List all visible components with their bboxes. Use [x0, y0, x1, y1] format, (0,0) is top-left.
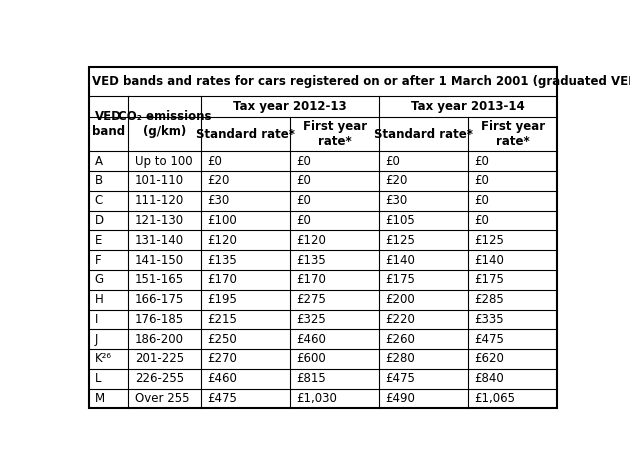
Text: £475: £475 — [207, 392, 238, 405]
Text: £260: £260 — [386, 333, 415, 346]
Text: £0: £0 — [474, 194, 490, 207]
Text: £175: £175 — [386, 273, 415, 286]
Text: £20: £20 — [207, 175, 230, 187]
Text: First year
rate*: First year rate* — [481, 120, 545, 148]
Text: £0: £0 — [296, 194, 311, 207]
Text: £105: £105 — [386, 214, 415, 227]
Text: 166-175: 166-175 — [135, 293, 184, 306]
Text: 201-225: 201-225 — [135, 353, 184, 366]
Text: £120: £120 — [296, 234, 326, 247]
Text: £135: £135 — [296, 254, 326, 267]
Text: CO₂ emissions
(g/km): CO₂ emissions (g/km) — [118, 110, 212, 138]
Text: B: B — [95, 175, 103, 187]
Text: £285: £285 — [474, 293, 504, 306]
Text: £0: £0 — [296, 214, 311, 227]
Text: £170: £170 — [207, 273, 238, 286]
Text: £325: £325 — [296, 313, 326, 326]
Text: 101-110: 101-110 — [135, 175, 184, 187]
Text: £475: £475 — [386, 372, 415, 385]
Text: £335: £335 — [474, 313, 504, 326]
Text: £30: £30 — [207, 194, 229, 207]
Text: 131-140: 131-140 — [135, 234, 184, 247]
Text: £30: £30 — [386, 194, 408, 207]
Text: £0: £0 — [474, 155, 490, 168]
Text: £200: £200 — [386, 293, 415, 306]
Text: Standard rate*: Standard rate* — [196, 128, 295, 141]
Text: £0: £0 — [474, 214, 490, 227]
Text: 186-200: 186-200 — [135, 333, 184, 346]
Text: £840: £840 — [474, 372, 504, 385]
Text: L: L — [95, 372, 101, 385]
Text: £125: £125 — [386, 234, 415, 247]
Text: £125: £125 — [474, 234, 505, 247]
Text: £1,065: £1,065 — [474, 392, 515, 405]
Text: £140: £140 — [474, 254, 505, 267]
Text: 151-165: 151-165 — [135, 273, 184, 286]
Text: £140: £140 — [386, 254, 415, 267]
Text: £600: £600 — [296, 353, 326, 366]
Text: £490: £490 — [386, 392, 415, 405]
Text: £815: £815 — [296, 372, 326, 385]
Text: £170: £170 — [296, 273, 326, 286]
Text: £100: £100 — [207, 214, 237, 227]
Text: £220: £220 — [386, 313, 415, 326]
Text: £215: £215 — [207, 313, 238, 326]
Text: £475: £475 — [474, 333, 505, 346]
Text: I: I — [95, 313, 98, 326]
Text: £460: £460 — [207, 372, 238, 385]
Text: A: A — [95, 155, 103, 168]
Text: C: C — [95, 194, 103, 207]
Text: £1,030: £1,030 — [296, 392, 337, 405]
Text: £0: £0 — [386, 155, 400, 168]
Text: 111-120: 111-120 — [135, 194, 184, 207]
Text: Over 255: Over 255 — [135, 392, 189, 405]
Text: 141-150: 141-150 — [135, 254, 184, 267]
Text: £135: £135 — [207, 254, 237, 267]
Text: £0: £0 — [474, 175, 490, 187]
Text: £270: £270 — [207, 353, 238, 366]
Text: F: F — [95, 254, 101, 267]
Text: £280: £280 — [386, 353, 415, 366]
Text: £0: £0 — [296, 175, 311, 187]
Text: £195: £195 — [207, 293, 238, 306]
Text: D: D — [95, 214, 104, 227]
Text: £0: £0 — [296, 155, 311, 168]
Text: £175: £175 — [474, 273, 505, 286]
Text: VED
band: VED band — [92, 110, 125, 138]
Text: 226-255: 226-255 — [135, 372, 184, 385]
Text: £460: £460 — [296, 333, 326, 346]
Text: J: J — [95, 333, 98, 346]
Text: K²⁶: K²⁶ — [95, 353, 112, 366]
Text: 176-185: 176-185 — [135, 313, 184, 326]
Text: £620: £620 — [474, 353, 505, 366]
Text: Standard rate*: Standard rate* — [374, 128, 473, 141]
Text: 121-130: 121-130 — [135, 214, 184, 227]
Text: Tax year 2013-14: Tax year 2013-14 — [411, 100, 525, 113]
Text: VED bands and rates for cars registered on or after 1 March 2001 (graduated VED): VED bands and rates for cars registered … — [93, 75, 630, 88]
Text: G: G — [95, 273, 104, 286]
Text: £20: £20 — [386, 175, 408, 187]
Text: £250: £250 — [207, 333, 237, 346]
Text: £120: £120 — [207, 234, 238, 247]
Text: £275: £275 — [296, 293, 326, 306]
Text: £0: £0 — [207, 155, 222, 168]
Text: Tax year 2012-13: Tax year 2012-13 — [233, 100, 347, 113]
Text: M: M — [95, 392, 105, 405]
Text: First year
rate*: First year rate* — [302, 120, 367, 148]
Text: E: E — [95, 234, 102, 247]
Text: Up to 100: Up to 100 — [135, 155, 192, 168]
Text: H: H — [95, 293, 103, 306]
